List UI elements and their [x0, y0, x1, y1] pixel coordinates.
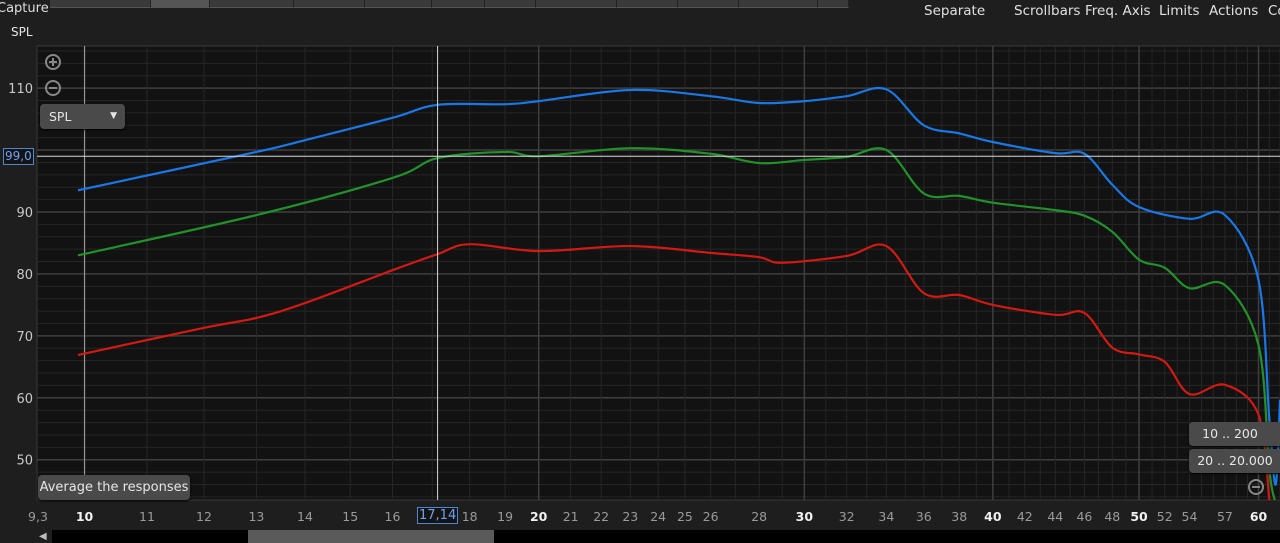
x-tick-label: 14: [297, 509, 313, 524]
x-tick-label: 15: [342, 509, 358, 524]
x-tick-label: 25: [677, 509, 693, 524]
toolbar-button[interactable]: [365, 0, 432, 8]
x-tick-label: 52: [1157, 509, 1173, 524]
x-tick-label: 38: [951, 509, 967, 524]
series-line-2[interactable]: [77, 147, 1276, 501]
x-tick-label: 9,3: [28, 509, 48, 524]
x-tick-label: 16: [385, 509, 401, 524]
scroll-left-icon[interactable]: ◀: [39, 531, 47, 542]
x-tick-label: 26: [703, 509, 719, 524]
horizontal-scrollbar[interactable]: [52, 530, 1280, 543]
measure-select-value: SPL: [49, 109, 72, 124]
x-tick-label: 48: [1104, 509, 1120, 524]
x-tick-label: 46: [1076, 509, 1092, 524]
y-axis-title: SPL: [11, 25, 33, 39]
series-line-3[interactable]: [77, 243, 1271, 501]
toolbar-button[interactable]: [617, 0, 678, 8]
range-label: 10 .. 200: [1202, 426, 1258, 441]
x-tick-label: 18: [462, 509, 478, 524]
y-tick-label: 80: [16, 268, 33, 283]
zoom-out-icon[interactable]: [45, 80, 61, 96]
x-tick-label: 60: [1250, 509, 1268, 524]
x-tick-label: 42: [1017, 509, 1033, 524]
toolbar-button[interactable]: [432, 0, 485, 8]
zoom-in-icon[interactable]: [45, 54, 61, 70]
x-tick-label: 28: [751, 509, 767, 524]
average-responses-button[interactable]: Average the responses: [38, 475, 190, 500]
x-tick-label: 23: [622, 509, 638, 524]
x-tick-label: 50: [1130, 509, 1148, 524]
x-tick-label: 20: [530, 509, 548, 524]
range-20-20000-button[interactable]: 20 .. 20.000: [1189, 449, 1280, 473]
x-tick-label: 22: [593, 509, 609, 524]
series-line-1[interactable]: [77, 86, 1280, 486]
menu-scrollbars[interactable]: Scrollbars: [1014, 3, 1081, 19]
menu-actions[interactable]: Actions: [1209, 3, 1259, 19]
x-tick-label: 57: [1217, 509, 1233, 524]
toolbar-button[interactable]: [818, 0, 849, 8]
x-tick-label: 10: [76, 509, 94, 524]
x-tick-label: 34: [878, 509, 894, 524]
x-tick-label: 54: [1182, 509, 1198, 524]
x-tick-label: 19: [497, 509, 513, 524]
toolbar-button[interactable]: [739, 0, 818, 8]
cursor-y-readout: 99,0: [3, 148, 34, 165]
x-tick-label: 12: [196, 509, 212, 524]
cursor-x-readout: 17,14: [417, 507, 459, 524]
menu-separate[interactable]: Separate: [924, 3, 986, 19]
top-toolbar-buttons: [50, 0, 850, 8]
toolbar-button[interactable]: [485, 0, 536, 8]
capture-label[interactable]: Capture: [0, 1, 49, 16]
x-tick-label: 30: [796, 509, 814, 524]
toolbar-button[interactable]: [294, 0, 365, 8]
toolbar-button[interactable]: [210, 0, 294, 8]
x-tick-label: 24: [650, 509, 666, 524]
x-tick-label: 13: [248, 509, 264, 524]
toolbar-button[interactable]: [536, 0, 617, 8]
x-tick-label: 21: [563, 509, 579, 524]
toolbar-button[interactable]: [678, 0, 739, 8]
range-label: 20 .. 20.000: [1197, 453, 1273, 468]
menu-controls[interactable]: Co: [1268, 3, 1280, 19]
scrollbar-thumb[interactable]: [248, 530, 494, 543]
x-tick-label: 40: [984, 509, 1002, 524]
x-tick-label: 32: [839, 509, 855, 524]
toolbar-button[interactable]: [50, 0, 151, 8]
y-tick-label: 50: [16, 454, 33, 469]
y-tick-label: 90: [16, 206, 33, 221]
menu-limits[interactable]: Limits: [1159, 3, 1200, 19]
x-tick-label: 11: [139, 509, 155, 524]
y-tick-label: 110: [8, 82, 33, 97]
measure-select[interactable]: SPL ▼: [40, 104, 125, 129]
range-10-200-button[interactable]: 10 .. 200: [1189, 422, 1280, 446]
zoom-out-icon[interactable]: [1248, 479, 1264, 495]
chevron-down-icon: ▼: [110, 111, 117, 121]
menu-freq-axis[interactable]: Freq. Axis: [1085, 3, 1151, 19]
toolbar-button[interactable]: [151, 0, 210, 8]
x-tick-label: 44: [1047, 509, 1063, 524]
y-tick-label: 60: [16, 392, 33, 407]
y-tick-label: 70: [16, 330, 33, 345]
x-tick-label: 36: [916, 509, 932, 524]
